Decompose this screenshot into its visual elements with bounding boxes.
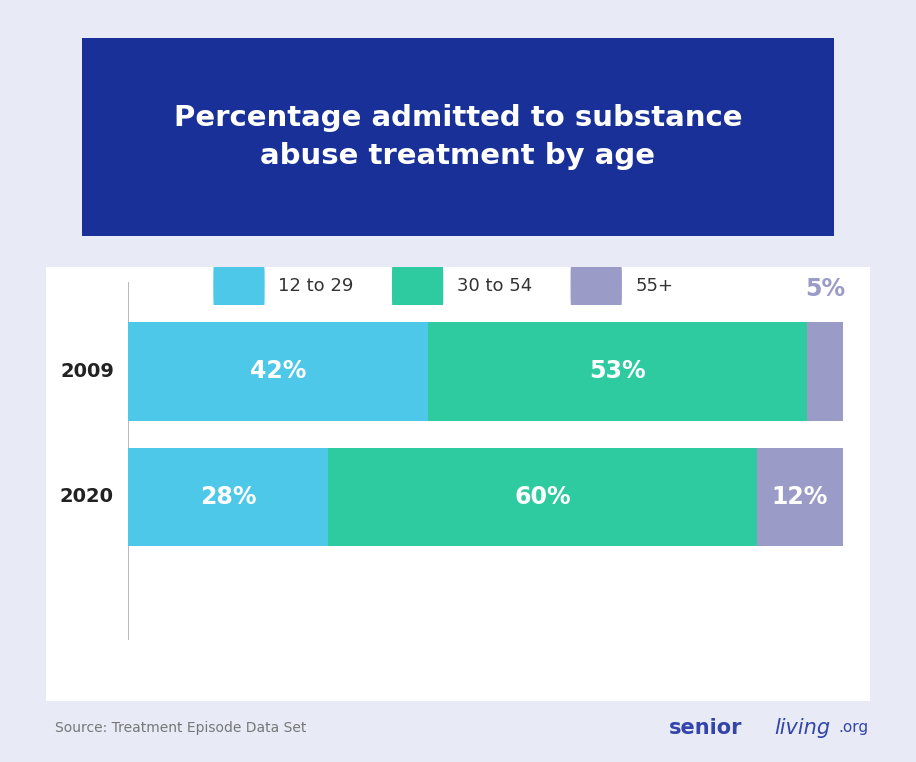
FancyBboxPatch shape [21, 254, 895, 714]
Bar [328, 447, 757, 546]
Text: 12%: 12% [771, 485, 828, 509]
FancyBboxPatch shape [22, 22, 894, 252]
Text: 28%: 28% [200, 485, 256, 509]
Text: 2020: 2020 [60, 488, 114, 506]
Bar [807, 322, 843, 421]
Text: 30 to 54: 30 to 54 [457, 277, 532, 295]
Text: 12 to 29: 12 to 29 [278, 277, 354, 295]
Text: 42%: 42% [250, 360, 307, 383]
Text: 53%: 53% [589, 360, 646, 383]
Circle shape [393, 152, 442, 419]
Circle shape [214, 152, 264, 419]
Text: 60%: 60% [514, 485, 571, 509]
Text: Percentage admitted to substance
abuse treatment by age: Percentage admitted to substance abuse t… [174, 104, 742, 170]
Text: senior: senior [669, 718, 742, 738]
Text: 55+: 55+ [636, 277, 673, 295]
Text: .org: .org [838, 720, 868, 735]
Bar [757, 447, 843, 546]
Text: 2009: 2009 [60, 362, 114, 381]
Bar [128, 322, 429, 421]
Bar [128, 447, 328, 546]
Bar [429, 322, 807, 421]
Circle shape [572, 152, 621, 419]
Text: Source: Treatment Episode Data Set: Source: Treatment Episode Data Set [55, 721, 306, 735]
Text: 5%: 5% [805, 277, 845, 301]
Text: living: living [774, 718, 830, 738]
